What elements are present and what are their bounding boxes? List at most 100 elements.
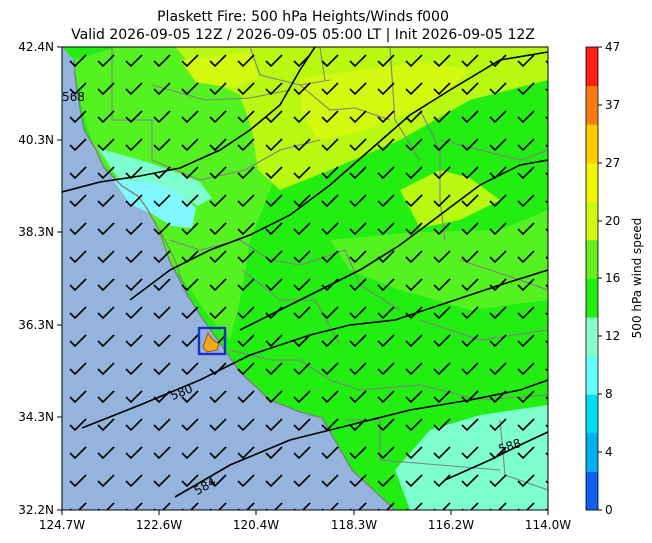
wind-barb bbox=[405, 250, 423, 264]
wind-barb bbox=[433, 474, 451, 488]
contour-568 bbox=[62, 47, 316, 193]
wind-barb bbox=[461, 278, 479, 292]
wind-barb bbox=[181, 138, 199, 152]
wind-barb bbox=[97, 250, 115, 264]
wind-barb bbox=[97, 54, 115, 68]
wind-barb bbox=[237, 278, 255, 292]
wind-barb bbox=[125, 418, 143, 432]
colorbar-tick-label: 37 bbox=[605, 98, 620, 112]
wind-barb bbox=[433, 138, 451, 152]
wind-barb bbox=[181, 54, 199, 68]
colorbar-ticks bbox=[598, 46, 602, 511]
wind-barb bbox=[405, 474, 423, 488]
wind-barb bbox=[377, 138, 395, 152]
wind-barb bbox=[181, 362, 199, 376]
wind-barb bbox=[181, 502, 199, 510]
wind-barb bbox=[97, 194, 115, 208]
wind-barb bbox=[349, 390, 367, 404]
wind-barb bbox=[209, 390, 227, 404]
wind-barb bbox=[517, 362, 535, 376]
wind-barb bbox=[349, 362, 367, 376]
wind-barb bbox=[153, 502, 171, 510]
wind-barb bbox=[517, 166, 535, 180]
wind-barb bbox=[293, 446, 311, 460]
wind-barb bbox=[517, 306, 535, 320]
wind-barb bbox=[405, 362, 423, 376]
colorbar-segments bbox=[586, 47, 598, 511]
wind-barb bbox=[517, 418, 535, 432]
colorbar-label: 500 hPa wind speed bbox=[630, 218, 644, 339]
wind-barb bbox=[181, 418, 199, 432]
wind-barb bbox=[461, 138, 479, 152]
wind-barb bbox=[125, 362, 143, 376]
wind-barb bbox=[181, 166, 199, 180]
wind-barb bbox=[433, 418, 451, 432]
wind-barb bbox=[405, 502, 423, 510]
wind-barb bbox=[97, 418, 115, 432]
wind-barb bbox=[69, 166, 87, 180]
wind-barb bbox=[461, 82, 479, 96]
wind-barb bbox=[349, 474, 367, 488]
wind-barb bbox=[153, 306, 171, 320]
wind-barb bbox=[349, 502, 367, 510]
wind-barb bbox=[153, 54, 171, 68]
wind-barb bbox=[265, 446, 283, 460]
wind-barb bbox=[265, 110, 283, 124]
wind-barb bbox=[405, 306, 423, 320]
wind-barb bbox=[321, 502, 339, 510]
wind-barb bbox=[153, 446, 171, 460]
wind-barb bbox=[69, 278, 87, 292]
wind-barb bbox=[265, 54, 283, 68]
wind-barb bbox=[209, 138, 227, 152]
wind-barb bbox=[209, 250, 227, 264]
wind-barb bbox=[461, 110, 479, 124]
wind-barb bbox=[349, 334, 367, 348]
wind-barb bbox=[209, 418, 227, 432]
wind-barb bbox=[321, 110, 339, 124]
wind-barb bbox=[405, 138, 423, 152]
wind-barb bbox=[209, 110, 227, 124]
wind-barb bbox=[153, 222, 171, 236]
wind-barb bbox=[433, 334, 451, 348]
wind-barb bbox=[349, 54, 367, 68]
wind-barb bbox=[69, 362, 87, 376]
colorbar-segment bbox=[586, 201, 598, 241]
wind-barb bbox=[69, 110, 87, 124]
wind-barb bbox=[209, 502, 227, 510]
wind-barb bbox=[489, 446, 507, 460]
wind-barb bbox=[321, 474, 339, 488]
lon-tick-label: 114.0W bbox=[525, 518, 571, 532]
wind-barb bbox=[517, 446, 535, 460]
wind-barb bbox=[433, 362, 451, 376]
wind-barb bbox=[237, 474, 255, 488]
wind-barb bbox=[489, 138, 507, 152]
wind-barb bbox=[97, 474, 115, 488]
wind-barb bbox=[125, 110, 143, 124]
wind-barb bbox=[237, 222, 255, 236]
wind-barb bbox=[489, 250, 507, 264]
wind-barb bbox=[377, 446, 395, 460]
wind-barb bbox=[209, 222, 227, 236]
wind-barb bbox=[69, 474, 87, 488]
wind-barb bbox=[265, 250, 283, 264]
wind-barb bbox=[97, 306, 115, 320]
wind-barb bbox=[293, 390, 311, 404]
wind-barb bbox=[321, 306, 339, 320]
wind-barb bbox=[405, 82, 423, 96]
wind-barb bbox=[517, 222, 535, 236]
wind-barb bbox=[69, 306, 87, 320]
wind-barb bbox=[433, 502, 451, 510]
wind-barb bbox=[209, 194, 227, 208]
wind-barb bbox=[321, 418, 339, 432]
wind-barb bbox=[433, 194, 451, 208]
wind-barb bbox=[69, 54, 87, 68]
wind-barb bbox=[237, 306, 255, 320]
wind-barb bbox=[97, 390, 115, 404]
wind-barb bbox=[181, 82, 199, 96]
colorbar-segment bbox=[586, 355, 598, 395]
wind-barb bbox=[97, 446, 115, 460]
wind-barb bbox=[293, 418, 311, 432]
wind-barb bbox=[489, 54, 507, 68]
wind-barb bbox=[265, 362, 283, 376]
wind-barb bbox=[517, 110, 535, 124]
